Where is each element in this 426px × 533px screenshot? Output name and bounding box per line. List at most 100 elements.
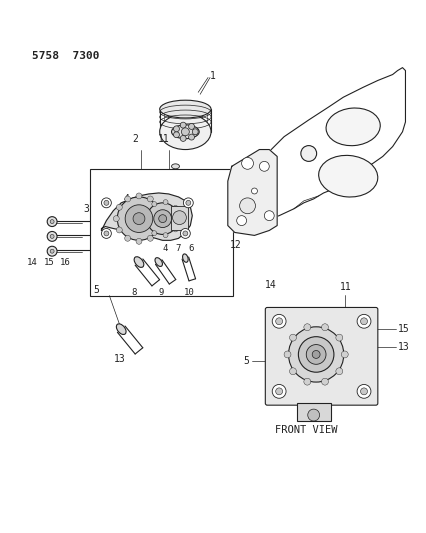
Circle shape (303, 378, 310, 385)
Circle shape (360, 388, 367, 395)
Text: 1: 1 (210, 70, 216, 80)
Text: 14: 14 (26, 258, 37, 267)
Text: 6: 6 (188, 244, 193, 253)
Circle shape (101, 229, 111, 238)
Circle shape (153, 210, 171, 228)
Circle shape (264, 211, 273, 221)
Circle shape (335, 368, 342, 375)
Ellipse shape (134, 257, 144, 268)
Bar (170, 206, 188, 230)
Text: 8: 8 (131, 288, 136, 297)
Text: 13: 13 (397, 342, 409, 352)
Circle shape (124, 236, 130, 241)
Circle shape (239, 198, 255, 214)
Circle shape (311, 351, 320, 358)
Bar (296, 403, 331, 421)
Circle shape (275, 318, 282, 325)
Circle shape (321, 324, 328, 330)
Circle shape (289, 368, 296, 375)
Circle shape (152, 231, 156, 236)
Circle shape (147, 196, 153, 202)
Circle shape (180, 229, 190, 238)
Text: 3: 3 (83, 204, 89, 214)
Circle shape (124, 196, 130, 202)
Circle shape (172, 211, 186, 224)
Circle shape (188, 134, 194, 140)
Circle shape (144, 211, 149, 215)
Text: 5758  7300: 5758 7300 (32, 51, 100, 61)
Circle shape (173, 126, 179, 132)
Text: 7: 7 (175, 244, 181, 253)
Circle shape (272, 314, 285, 328)
Polygon shape (227, 150, 276, 236)
Circle shape (236, 216, 246, 225)
Ellipse shape (325, 108, 380, 146)
Circle shape (116, 227, 122, 233)
Text: 5: 5 (93, 285, 99, 295)
Ellipse shape (155, 257, 162, 266)
Circle shape (288, 327, 343, 382)
Circle shape (152, 201, 156, 207)
Circle shape (181, 128, 189, 136)
Circle shape (321, 378, 328, 385)
Circle shape (155, 227, 161, 233)
Text: 9: 9 (158, 288, 164, 297)
Circle shape (133, 213, 144, 224)
Circle shape (183, 198, 193, 208)
Circle shape (163, 200, 168, 205)
Circle shape (259, 161, 269, 171)
Circle shape (173, 205, 178, 211)
Circle shape (47, 246, 57, 256)
Text: FRONT VIEW: FRONT VIEW (274, 425, 337, 435)
Text: 16: 16 (60, 258, 71, 267)
Text: 5: 5 (243, 356, 249, 366)
Ellipse shape (159, 114, 210, 150)
Text: 13: 13 (113, 354, 125, 364)
Text: 4: 4 (123, 194, 129, 204)
Circle shape (283, 351, 290, 358)
Circle shape (136, 193, 141, 199)
Ellipse shape (182, 254, 188, 262)
Circle shape (192, 129, 198, 135)
Circle shape (298, 337, 333, 372)
Circle shape (47, 231, 57, 241)
Text: 14: 14 (265, 280, 276, 290)
Circle shape (50, 249, 54, 253)
Circle shape (180, 122, 186, 128)
Circle shape (104, 200, 109, 205)
Circle shape (158, 216, 164, 222)
Circle shape (289, 334, 296, 341)
Polygon shape (101, 193, 192, 240)
Circle shape (144, 222, 149, 227)
Text: 4: 4 (162, 244, 168, 253)
Circle shape (113, 216, 119, 222)
Circle shape (147, 236, 153, 241)
Circle shape (180, 135, 186, 141)
FancyBboxPatch shape (265, 308, 377, 405)
Ellipse shape (171, 164, 179, 169)
Circle shape (147, 203, 178, 235)
Circle shape (185, 200, 190, 205)
Circle shape (176, 216, 181, 221)
Text: 11: 11 (339, 281, 351, 292)
Text: 2: 2 (132, 134, 138, 143)
Circle shape (241, 157, 253, 169)
Circle shape (173, 132, 179, 138)
Circle shape (155, 204, 161, 210)
Ellipse shape (116, 324, 126, 335)
Circle shape (125, 205, 153, 232)
Circle shape (356, 314, 370, 328)
Circle shape (117, 197, 160, 240)
Bar (89, 169, 232, 296)
Circle shape (182, 231, 187, 236)
Circle shape (104, 231, 109, 236)
Circle shape (163, 233, 168, 238)
Circle shape (305, 344, 325, 365)
Circle shape (50, 235, 54, 238)
Circle shape (188, 124, 194, 130)
Text: 15: 15 (44, 258, 55, 267)
Ellipse shape (318, 156, 377, 197)
Ellipse shape (159, 100, 210, 118)
Circle shape (173, 227, 178, 232)
Circle shape (307, 409, 319, 421)
